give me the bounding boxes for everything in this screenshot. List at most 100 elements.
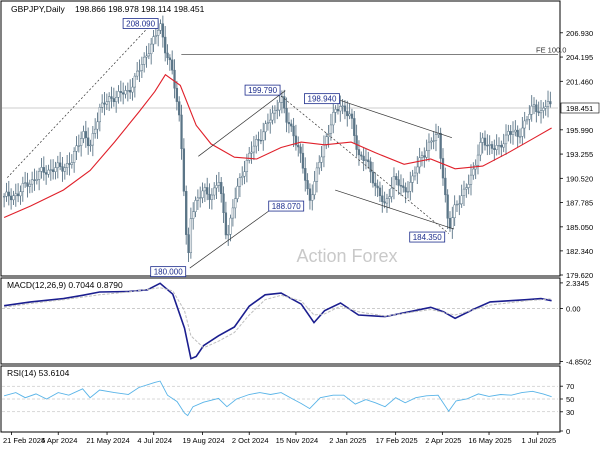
watermark: Action Forex [296,246,397,266]
candle-body [189,218,193,253]
x-tick-label: 19 Aug 2024 [182,436,224,445]
candle-body [343,105,347,112]
candle-body [150,43,153,55]
candle-body [546,101,550,107]
candle-body [297,144,300,148]
candle-body [322,144,326,158]
candle-body [509,131,512,135]
candle-body [500,145,503,148]
candle-body [28,183,31,187]
candle-body [241,175,244,178]
candle-body [89,144,92,147]
x-tick-label: 17 Feb 2025 [376,436,418,445]
candle-body [26,182,29,187]
candle-body [411,175,414,183]
candle-body [54,167,57,172]
candle-body [376,185,379,189]
candle-body [406,191,410,193]
trendline-channel-upper-falling [340,100,453,139]
candle-body [30,179,34,185]
x-tick-label: 1 Jul 2025 [522,436,557,445]
x-tick-label: 21 May 2024 [86,436,129,445]
candle-body [486,144,489,147]
candle-body [65,163,69,168]
candle-body [87,137,90,146]
candle-body [399,185,403,187]
candle-body [91,133,94,146]
candle-body [252,145,256,153]
price-label-box [244,84,281,96]
candle-body [171,59,174,71]
candle-body [203,187,207,192]
candle-body [549,101,552,105]
candle-body [115,97,118,103]
price-label: 208.090 [126,20,155,29]
candle-body [521,127,524,137]
candle-body [220,182,223,195]
candle-body [273,109,277,114]
candle-body [166,52,169,59]
candle-body [397,179,400,186]
candle-body [264,123,267,133]
price-y-tick-label: 185.050 [566,223,593,232]
candle-body [14,193,17,196]
rsi-title: RSI(14) 53.6104 [7,368,70,378]
candle-body [47,169,50,175]
candle-body [255,139,258,147]
candle-body [56,162,59,168]
price-y-tick-label: 182.340 [566,247,593,256]
candle-body [493,148,496,150]
candle-body [103,102,106,105]
candle-body [19,191,22,197]
price-label: 188.070 [272,202,301,211]
candle-body [136,70,139,77]
candle-body [441,158,445,179]
candle-body [206,187,209,195]
price-label: 180.000 [154,268,183,277]
candle-body [458,203,461,205]
price-label-box [304,93,340,105]
candle-body [483,137,487,146]
candle-body [299,146,302,154]
candle-body [378,187,382,197]
candle-body [488,144,491,146]
candle-body [434,134,438,141]
candle-body [413,172,417,177]
candle-body [465,187,468,190]
x-tick-label: 2 Oct 2024 [232,436,269,445]
candle-body [21,183,24,192]
candle-body [196,197,200,201]
candle-body [367,159,370,163]
price-y-tick-label: 193.255 [566,150,593,159]
candle-body [229,217,232,235]
candle-body [362,155,365,161]
candle-body [122,92,125,95]
candle-body [530,105,533,115]
candle-body [7,191,10,197]
candle-body [418,157,421,168]
candle-body [336,109,340,112]
candle-body [504,134,508,145]
candle-body [269,119,272,123]
price-label-box [122,18,159,29]
trendline-channel-lower-rising [189,205,276,269]
candle-body [173,69,176,89]
candle-body [16,193,20,197]
candle-body [108,96,111,102]
candle-body [455,203,459,206]
candle-body [364,159,368,161]
candle-body [283,96,286,109]
candle-body [525,119,529,122]
candle-body [481,137,484,143]
candle-body [63,167,66,172]
x-tick-label: 15 Nov 2024 [276,436,319,445]
rsi-y-tick-label: 50 [566,395,574,404]
candle-body [285,108,288,123]
candle-body [182,148,186,192]
candle-body [416,166,419,174]
candle-body [215,185,218,189]
candle-body [350,113,354,119]
candle-body [528,114,531,120]
